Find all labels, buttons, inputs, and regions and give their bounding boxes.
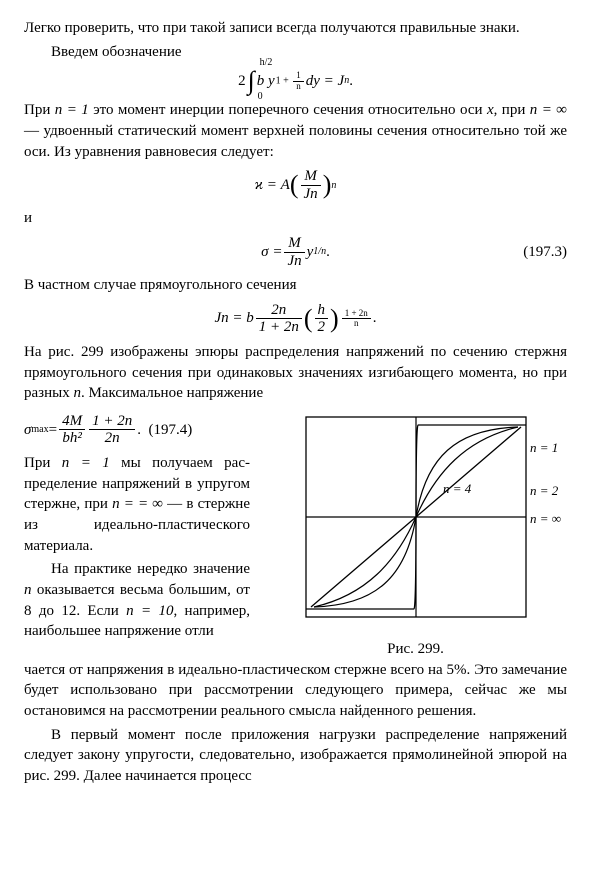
left-text-column: σmax = 4M bh² 1 + 2n 2n . (197.4) При n … [24, 407, 250, 645]
eq2-lp: ( [290, 172, 299, 198]
svg-text:n = 1: n = 1 [530, 440, 558, 455]
eq1-dot: . [349, 71, 353, 92]
para-9: В первый момент после приложения нагрузк… [24, 725, 567, 787]
equation-jn: Jn = b 2n 1 + 2n ( h 2 ) 1 + 2n n . [24, 302, 567, 336]
p7d: n = 10 [126, 603, 173, 619]
eq4-f2d: 2 [315, 319, 329, 336]
figure-caption: Рис. 299. [264, 639, 567, 660]
eq1-exponent: 1 + 1 n [276, 71, 306, 92]
eq4-dot: . [373, 308, 377, 329]
eq4-f1d: 1 + 2n [256, 319, 302, 336]
eq5-number: (197.4) [148, 420, 192, 441]
p3a: При [24, 102, 55, 118]
para-6: При n = 1 мы получаем рас­пределение нап… [24, 453, 250, 556]
para-and: и [24, 208, 567, 229]
eq5-f1n: 4M [59, 413, 85, 431]
p3c: это момент инерции поперечного сечения о… [89, 102, 487, 118]
eq3-exp: 1/n [313, 245, 326, 259]
p6b: n = 1 [62, 455, 110, 471]
eq4-f1n: 2n [256, 302, 302, 320]
p7a: На практике нередко зна­чение [51, 561, 250, 577]
equation-sigma-max: σmax = 4M bh² 1 + 2n 2n . (197.4) [24, 413, 250, 447]
p3g: — удвоенный статический момент верхней п… [24, 123, 567, 160]
eq5-dot: . [137, 420, 141, 441]
eq4-f2n: h [315, 302, 329, 320]
integral-sign: ∫ h/2 0 [248, 68, 255, 94]
eq1-lead: 2 [238, 71, 246, 92]
eq2-lhs: ϰ = A [255, 175, 290, 196]
eq4-rp: ) [330, 306, 339, 332]
eq3-number: (197.3) [523, 242, 567, 263]
equation-sigma: σ = M Jn y1/n. (197.3) [24, 235, 567, 269]
eq5-f2n: 1 + 2n [89, 413, 135, 431]
eq3-num: M [284, 235, 304, 253]
p3b: n = 1 [55, 102, 89, 118]
p7b: n [24, 582, 32, 598]
p3d: x [487, 102, 494, 118]
eq2-exp: n [331, 179, 336, 193]
eq3-den: Jn [284, 253, 304, 270]
equation-integral: 2 ∫ h/2 0 b y 1 + 1 n dy = Jn. [24, 68, 567, 94]
eq1-exp-den: n [293, 82, 304, 92]
eq3-dot: . [326, 242, 330, 263]
eq4-lp: ( [304, 306, 313, 332]
p6d: n = = ∞ [112, 496, 163, 512]
p3f: n = ∞ [530, 102, 567, 118]
para-1: Легко проверить, что при такой записи вс… [24, 18, 567, 39]
para-7: На практике нередко зна­чение n оказывае… [24, 559, 250, 642]
eq5-sub: max [31, 423, 48, 437]
eq4-lhs: Jn = b [214, 308, 253, 329]
eq5-f2d: 2n [89, 430, 135, 447]
para-3: При n = 1 это момент инерции поперечного… [24, 100, 567, 162]
p6a: При [24, 455, 62, 471]
p5c: . Максимальное на­пряжение [81, 385, 263, 401]
eq1-integrand: b y [257, 71, 275, 92]
eq1-upper: h/2 [260, 58, 273, 68]
eq1-exp-whole: 1 + [276, 76, 289, 87]
figure-column: n = 1 n = 2 n = 4 n = ∞ Рис. 299. [264, 407, 567, 660]
eq2-den: Jn [301, 186, 321, 203]
eq3-rhs: y [307, 242, 314, 263]
para-5-lead: На рис. 299 изображены эпюры распределен… [24, 342, 567, 404]
text-figure-row: σmax = 4M bh² 1 + 2n 2n . (197.4) При n … [24, 407, 567, 660]
eq1-lower: 0 [258, 92, 263, 102]
para-4: В частном случае прямоугольного сечения [24, 275, 567, 296]
p5b: n [73, 385, 81, 401]
eq2-num: M [301, 168, 321, 186]
eq4-exp: 1 + 2n n [340, 308, 373, 329]
para-2: Введем обозначение [24, 42, 567, 63]
svg-text:n = 4: n = 4 [443, 481, 472, 496]
eq5-f1d: bh² [59, 430, 85, 447]
svg-text:n = 2: n = 2 [530, 483, 559, 498]
p3e: , при [494, 102, 530, 118]
equation-kappa: ϰ = A ( M Jn ) n [24, 168, 567, 202]
eq2-rp: ) [323, 172, 332, 198]
figure-299: n = 1 n = 2 n = 4 n = ∞ [266, 407, 566, 637]
eq5-lhs: σ [24, 420, 31, 441]
eq3-lhs: σ = [261, 242, 282, 263]
svg-text:n = ∞: n = ∞ [530, 511, 561, 526]
eq5-eq: = [49, 420, 57, 441]
eq1-tail: dy = J [306, 71, 344, 92]
eq4-expd: n [342, 319, 371, 329]
para-8: чается от напряжения в идеально-пластиче… [24, 660, 567, 722]
